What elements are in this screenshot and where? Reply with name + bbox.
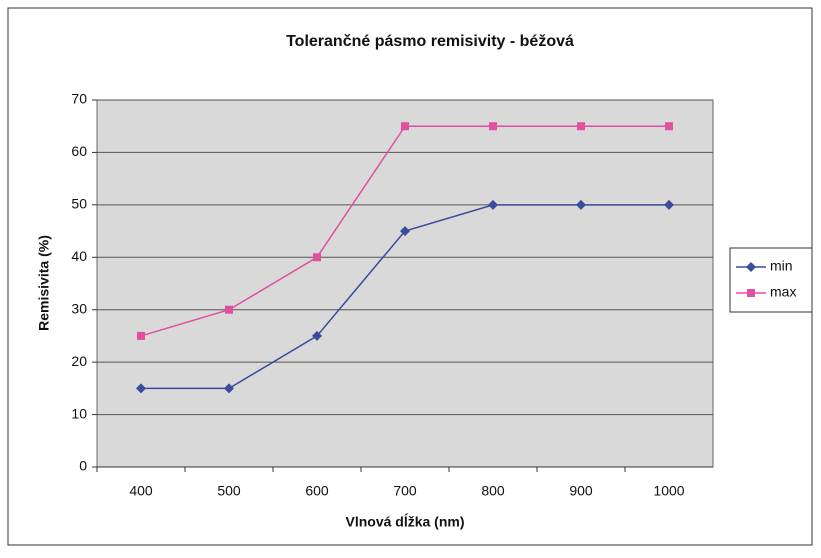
marker	[577, 122, 585, 131]
x-axis-label: Vlnová dĺžka (nm)	[345, 513, 464, 530]
legend-label: min	[770, 258, 793, 274]
y-tick-label: 10	[71, 405, 87, 421]
x-tick-label: 600	[305, 483, 329, 499]
marker	[400, 226, 410, 237]
marker	[136, 383, 146, 394]
y-axis-label: Remisivita (%)	[36, 235, 52, 331]
legend-label: max	[770, 284, 796, 300]
y-tick-label: 20	[71, 353, 87, 369]
x-tick-label: 1000	[653, 483, 684, 499]
marker	[401, 122, 409, 131]
marker	[488, 199, 498, 210]
chart-title: Tolerančné pásmo remisivity - béžová	[286, 33, 574, 50]
x-tick-label: 700	[393, 483, 417, 499]
x-tick-label: 400	[129, 483, 153, 499]
marker	[313, 253, 321, 262]
x-tick-label: 900	[569, 483, 593, 499]
marker	[137, 331, 145, 340]
marker	[312, 330, 322, 341]
marker	[665, 122, 673, 131]
plot-area	[96, 99, 714, 468]
y-tick-label: 40	[71, 248, 87, 264]
x-tick-label: 500	[217, 483, 241, 499]
marker	[746, 262, 756, 272]
legend	[729, 247, 813, 313]
marker	[225, 305, 233, 314]
y-tick-label: 0	[79, 458, 87, 474]
y-tick-label: 70	[71, 91, 87, 107]
marker	[224, 383, 234, 394]
marker	[576, 199, 586, 210]
marker	[489, 122, 497, 131]
marker	[747, 289, 755, 297]
y-tick-label: 50	[71, 196, 87, 212]
x-tick-label: 800	[481, 483, 505, 499]
marker	[664, 199, 674, 210]
y-tick-label: 60	[71, 143, 87, 159]
y-tick-label: 30	[71, 300, 87, 316]
